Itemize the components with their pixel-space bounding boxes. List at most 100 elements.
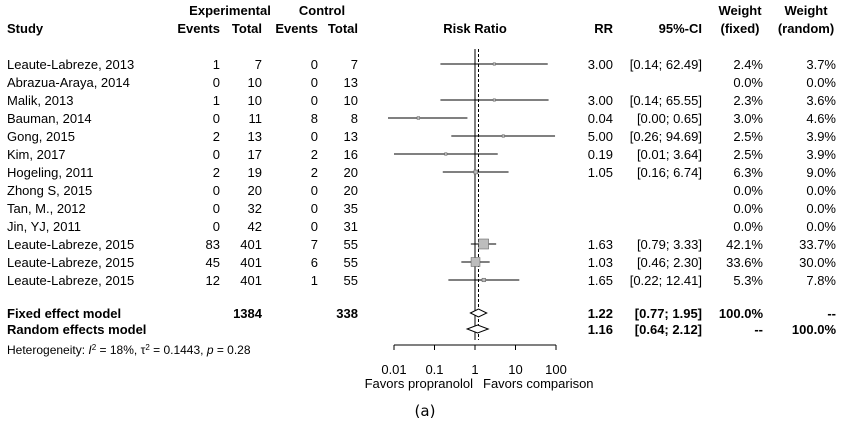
exp-total-cell: 401 <box>240 255 262 270</box>
weight-random-cell: 0.0% <box>806 183 836 198</box>
weight-random-cell: 30.0% <box>799 255 836 270</box>
random-rr: 1.16 <box>588 322 613 337</box>
header-ci: 95%-CI <box>659 21 702 36</box>
header-weight-random: Weight <box>784 3 828 18</box>
exp-total-cell: 7 <box>255 57 262 72</box>
weight-fixed-cell: 0.0% <box>733 219 763 234</box>
weight-random-cell: 0.0% <box>806 75 836 90</box>
ctrl-events-cell: 0 <box>311 75 318 90</box>
weight-random-cell: 4.6% <box>806 111 836 126</box>
ci-cell: [0.16; 6.74] <box>637 165 702 180</box>
study-label: Kim, 2017 <box>7 147 66 162</box>
exp-total-cell: 11 <box>249 111 263 126</box>
fixed-rr: 1.22 <box>588 306 613 321</box>
exp-events-cell: 0 <box>213 201 220 216</box>
point-estimate-square <box>473 169 479 175</box>
random-weight-random: 100.0% <box>792 322 837 337</box>
exp-total-cell: 13 <box>248 129 262 144</box>
ctrl-events-cell: 6 <box>311 255 318 270</box>
ctrl-total-cell: 35 <box>344 201 358 216</box>
x-tick-label: 0.01 <box>381 362 406 377</box>
fixed-model-label: Fixed effect model <box>7 306 121 321</box>
point-estimate-square <box>501 134 505 138</box>
study-label: Leaute-Labreze, 2015 <box>7 255 134 270</box>
ctrl-events-cell: 2 <box>311 165 318 180</box>
exp-events-cell: 0 <box>213 183 220 198</box>
x-tick-label: 0.1 <box>425 362 443 377</box>
rr-cell: 1.63 <box>588 237 613 252</box>
weight-random-cell: 3.6% <box>806 93 836 108</box>
rr-cell: 3.00 <box>588 57 613 72</box>
ctrl-total-cell: 7 <box>351 57 358 72</box>
ctrl-events-cell: 2 <box>311 147 318 162</box>
ctrl-total-cell: 8 <box>351 111 358 126</box>
weight-random-cell: 33.7% <box>799 237 836 252</box>
point-estimate-square <box>481 277 486 283</box>
figure-caption: (a) <box>414 402 436 420</box>
header-fixed: (fixed) <box>721 21 760 36</box>
heterogeneity-text: Heterogeneity: I2 = 18%, τ2 = 0.1443, p … <box>7 343 251 358</box>
study-label: Jin, YJ, 2011 <box>7 219 81 234</box>
header-experimental: Experimental <box>189 3 271 18</box>
weight-fixed-cell: 0.0% <box>733 183 763 198</box>
weight-random-cell: 3.9% <box>806 129 836 144</box>
exp-events-cell: 12 <box>206 273 220 288</box>
favors-left-label: Favors propranolol <box>365 376 473 391</box>
exp-events-cell: 0 <box>213 147 220 162</box>
rr-cell: 0.19 <box>588 147 613 162</box>
ctrl-total-cell: 10 <box>344 93 358 108</box>
exp-events-cell: 45 <box>206 255 220 270</box>
weight-fixed-cell: 2.4% <box>733 57 763 72</box>
weight-fixed-cell: 0.0% <box>733 75 763 90</box>
point-estimate-square <box>470 257 481 267</box>
ctrl-total-cell: 55 <box>344 237 358 252</box>
exp-total-cell: 17 <box>248 147 262 162</box>
exp-total-cell: 20 <box>248 183 262 198</box>
study-label: Malik, 2013 <box>7 93 73 108</box>
ci-cell: [0.26; 94.69] <box>630 129 702 144</box>
weight-random-cell: 9.0% <box>806 165 836 180</box>
fixed-ctrl-total: 338 <box>336 306 358 321</box>
point-estimate-square <box>492 62 496 66</box>
ctrl-events-cell: 0 <box>311 57 318 72</box>
fixed-weight-fixed: 100.0% <box>719 306 764 321</box>
exp-events-cell: 0 <box>213 111 220 126</box>
random-weight-fixed: -- <box>754 322 763 337</box>
exp-total-cell: 19 <box>248 165 262 180</box>
weight-fixed-cell: 2.5% <box>733 147 763 162</box>
ci-cell: [0.46; 2.30] <box>637 255 702 270</box>
exp-events-cell: 83 <box>206 237 220 252</box>
study-label: Leaute-Labreze, 2015 <box>7 273 134 288</box>
x-tick-label: 1 <box>471 362 478 377</box>
ci-cell: [0.22; 12.41] <box>630 273 702 288</box>
weight-fixed-cell: 42.1% <box>726 237 763 252</box>
study-label: Gong, 2015 <box>7 129 75 144</box>
rr-cell: 3.00 <box>588 93 613 108</box>
point-estimate-square <box>444 152 448 156</box>
header-ctrl-events: Events <box>275 21 318 36</box>
rr-cell: 1.05 <box>588 165 613 180</box>
ctrl-total-cell: 13 <box>344 129 358 144</box>
weight-random-cell: 3.7% <box>806 57 836 72</box>
header-control: Control <box>299 3 345 18</box>
ci-cell: [0.01; 3.64] <box>637 147 702 162</box>
exp-total-cell: 10 <box>248 93 262 108</box>
ctrl-events-cell: 0 <box>311 219 318 234</box>
x-tick-label: 100 <box>545 362 567 377</box>
ctrl-total-cell: 55 <box>344 273 358 288</box>
fixed-ci: [0.77; 1.95] <box>635 306 702 321</box>
favors-right-label: Favors comparison <box>483 376 594 391</box>
weight-fixed-cell: 0.0% <box>733 201 763 216</box>
header-random: (random) <box>778 21 834 36</box>
ctrl-events-cell: 0 <box>311 93 318 108</box>
study-label: Abrazua-Araya, 2014 <box>7 75 130 90</box>
exp-events-cell: 2 <box>213 165 220 180</box>
ctrl-total-cell: 31 <box>344 219 358 234</box>
weight-random-cell: 0.0% <box>806 219 836 234</box>
header-rr: RR <box>594 21 613 36</box>
ctrl-events-cell: 7 <box>311 237 318 252</box>
header-exp-total: Total <box>232 21 262 36</box>
weight-fixed-cell: 2.5% <box>733 129 763 144</box>
exp-events-cell: 0 <box>213 219 220 234</box>
